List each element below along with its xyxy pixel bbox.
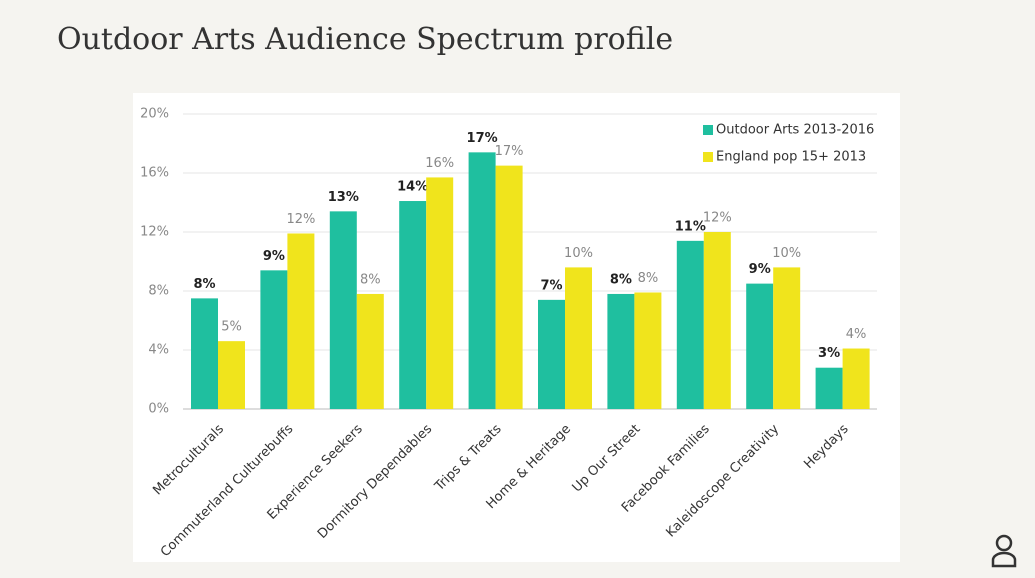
value-label: 8% <box>193 277 215 292</box>
legend-label: Outdoor Arts 2013-2016 <box>716 123 874 138</box>
value-label: 13% <box>328 190 359 205</box>
y-tick-label: 16% <box>140 166 169 181</box>
value-label: 8% <box>610 272 632 287</box>
value-label: 8% <box>360 272 381 287</box>
bar <box>399 201 427 409</box>
legend-label: England pop 15+ 2013 <box>716 150 866 165</box>
bar <box>329 211 357 409</box>
legend-swatch <box>703 125 713 135</box>
value-label: 9% <box>263 249 285 264</box>
y-tick-label: 12% <box>140 225 169 240</box>
y-tick-label: 20% <box>140 107 169 122</box>
bar <box>842 348 870 409</box>
value-label: 10% <box>772 246 801 261</box>
value-label: 16% <box>425 156 454 171</box>
y-tick-label: 4% <box>148 343 169 358</box>
y-tick-label: 0% <box>148 402 169 417</box>
logo <box>991 534 1017 568</box>
value-label: 7% <box>540 278 562 293</box>
value-label: 17% <box>495 144 524 159</box>
bar <box>287 233 315 409</box>
bar <box>676 240 704 409</box>
value-label: 12% <box>703 211 732 226</box>
value-label: 10% <box>564 246 593 261</box>
bar <box>426 177 454 409</box>
value-label: 3% <box>818 346 840 361</box>
value-label: 14% <box>397 180 428 195</box>
bar <box>565 267 592 409</box>
value-label: 11% <box>675 219 706 234</box>
y-tick-label: 8% <box>148 284 169 299</box>
legend-swatch <box>703 152 713 162</box>
bar <box>607 293 635 409</box>
bar <box>773 267 801 409</box>
bar <box>191 298 218 409</box>
bar <box>468 152 496 409</box>
value-label: 17% <box>467 131 498 146</box>
bar <box>703 232 731 409</box>
value-label: 4% <box>846 327 867 342</box>
bar <box>538 299 565 409</box>
bar <box>356 293 384 409</box>
value-label: 12% <box>286 212 315 227</box>
bar <box>634 292 662 409</box>
bar <box>815 367 843 409</box>
bar <box>495 165 523 409</box>
bar <box>218 341 245 409</box>
slide-title: Outdoor Arts Audience Spectrum profile <box>57 22 674 57</box>
value-label: 9% <box>749 262 771 277</box>
bar <box>746 283 774 409</box>
value-label: 8% <box>638 271 659 286</box>
value-label: 5% <box>221 320 242 335</box>
bar <box>260 270 288 409</box>
